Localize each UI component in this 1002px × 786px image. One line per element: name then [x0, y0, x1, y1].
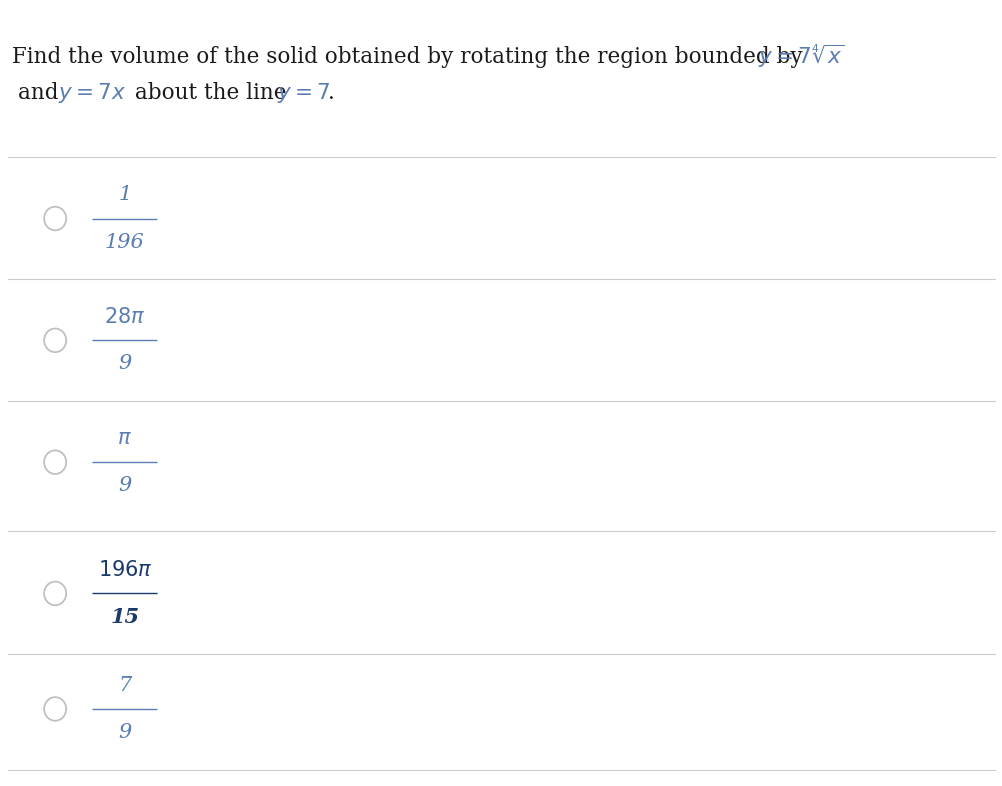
- Text: about the line: about the line: [128, 82, 294, 104]
- Text: 9: 9: [118, 476, 131, 495]
- Text: 7: 7: [118, 676, 131, 695]
- Text: 9: 9: [118, 354, 131, 373]
- Text: 9: 9: [118, 723, 131, 742]
- Text: $y = 7$: $y = 7$: [277, 81, 330, 105]
- Text: $\pi$: $\pi$: [117, 429, 132, 448]
- Text: and: and: [18, 82, 65, 104]
- Text: Find the volume of the solid obtained by rotating the region bounded by: Find the volume of the solid obtained by…: [12, 46, 809, 68]
- Text: $y = 7\sqrt[4]{x}$: $y = 7\sqrt[4]{x}$: [758, 43, 845, 70]
- Text: 196: 196: [105, 233, 144, 252]
- Text: $196\pi$: $196\pi$: [97, 560, 152, 580]
- Text: .: .: [328, 82, 335, 104]
- Text: $28\pi$: $28\pi$: [104, 307, 145, 327]
- Text: $y = 7x$: $y = 7x$: [58, 81, 126, 105]
- Text: 1: 1: [118, 185, 131, 204]
- Text: 15: 15: [110, 607, 139, 627]
